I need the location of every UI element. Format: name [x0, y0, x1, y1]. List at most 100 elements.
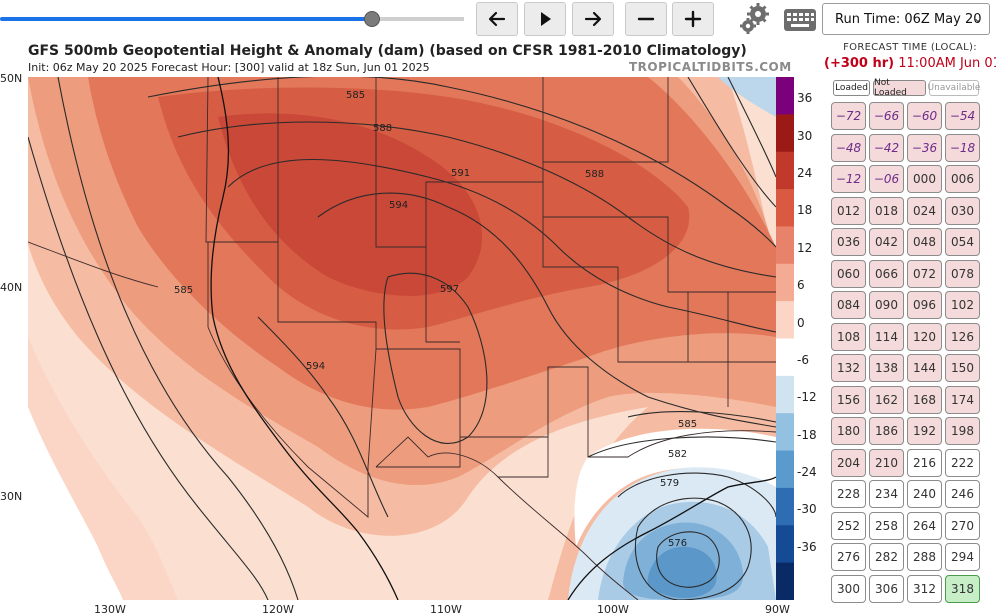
forecast-hour-button[interactable]: −72	[831, 102, 866, 130]
forecast-hour-button[interactable]: 096	[907, 291, 942, 319]
lon-label: 120W	[262, 603, 294, 616]
forecast-hour-button[interactable]: 138	[869, 354, 904, 382]
colorbar-swatch	[776, 77, 794, 115]
forecast-hour-button[interactable]: −36	[907, 133, 942, 162]
legend-loaded: Loaded	[833, 80, 870, 96]
forecast-hour-button[interactable]: 162	[869, 385, 904, 414]
forecast-hour-button[interactable]: 246	[945, 480, 980, 508]
forecast-hour-button[interactable]: 144	[907, 354, 942, 382]
forecast-hour-button[interactable]: 192	[907, 417, 942, 445]
colorbar-label: 24	[797, 166, 813, 181]
lat-label: 30N	[0, 490, 23, 503]
forecast-hour-button[interactable]: 102	[945, 291, 980, 319]
forecast-hour-button[interactable]: 210	[869, 448, 904, 477]
forecast-hour-button[interactable]: 252	[831, 511, 866, 540]
forecast-hour-button[interactable]: 036	[831, 228, 866, 256]
chevron-down-icon: ⌄	[972, 11, 983, 25]
run-time-value: Run Time: 06Z May 20	[835, 11, 982, 27]
run-time-select[interactable]: Run Time: 06Z May 20 ⌄	[822, 3, 990, 35]
zoom-out-button[interactable]	[625, 2, 667, 36]
forecast-hour-button[interactable]: 240	[907, 480, 942, 508]
next-frame-button[interactable]	[572, 2, 614, 36]
forecast-hour-button[interactable]: 030	[945, 196, 980, 225]
contour-label: 597	[440, 284, 459, 295]
forecast-hour-button[interactable]: 318	[945, 574, 980, 603]
arrow-left-icon	[488, 11, 506, 27]
forecast-hour-button[interactable]: 114	[869, 322, 904, 351]
forecast-hour-button[interactable]: 168	[907, 385, 942, 414]
forecast-hour-button[interactable]: 270	[945, 511, 980, 540]
colorbar-swatch	[776, 487, 794, 526]
minus-icon	[637, 17, 655, 21]
colorbar-swatch	[776, 114, 794, 153]
contour-label: 585	[678, 419, 697, 430]
forecast-hour-button[interactable]: 072	[907, 259, 942, 288]
colorbar-label: -36	[797, 539, 817, 554]
forecast-hour-button[interactable]: 234	[869, 480, 904, 508]
forecast-hour-button[interactable]: 084	[831, 291, 866, 319]
legend-unavailable: Unavailable	[928, 80, 980, 96]
forecast-hour-button[interactable]: 312	[907, 574, 942, 603]
forecast-hour-button[interactable]: 276	[831, 543, 866, 571]
colorbar-swatch	[776, 263, 794, 302]
forecast-hour-button[interactable]: 264	[907, 511, 942, 540]
zoom-in-button[interactable]	[672, 2, 714, 36]
forecast-hour-button[interactable]: 222	[945, 448, 980, 477]
forecast-hour-button[interactable]: −18	[945, 133, 980, 162]
forecast-hour-button[interactable]: 024	[907, 196, 942, 225]
play-button[interactable]	[524, 2, 566, 36]
colorbar-swatch	[776, 226, 794, 265]
forecast-hour-button[interactable]: 294	[945, 543, 980, 571]
forecast-hour-button[interactable]: 150	[945, 354, 980, 382]
forecast-hour-button[interactable]: 258	[869, 511, 904, 540]
forecast-hour-button[interactable]: 204	[831, 448, 866, 477]
forecast-hour-button[interactable]: 012	[831, 196, 866, 225]
forecast-hour-button[interactable]: 288	[907, 543, 942, 571]
forecast-hour-button[interactable]: −48	[831, 133, 866, 162]
forecast-hour-button[interactable]: −66	[869, 102, 904, 130]
forecast-hour-button[interactable]: 042	[869, 228, 904, 256]
prev-frame-button[interactable]	[476, 2, 518, 36]
forecast-hour-button[interactable]: 186	[869, 417, 904, 445]
colorbar-swatch	[776, 189, 794, 227]
forecast-hour-button[interactable]: 216	[907, 448, 942, 477]
forecast-hour-button[interactable]: 048	[907, 228, 942, 256]
forecast-hour-button[interactable]: 018	[869, 196, 904, 225]
forecast-hour-button[interactable]: 126	[945, 322, 980, 351]
forecast-hour-button[interactable]: 300	[831, 574, 866, 603]
forecast-hour-button[interactable]: 078	[945, 259, 980, 288]
colorbar-label: -12	[797, 390, 817, 405]
forecast-hour-button[interactable]: −60	[907, 102, 942, 130]
forecast-hour-button[interactable]: −06	[869, 165, 904, 193]
forecast-hour-button[interactable]: 198	[945, 417, 980, 445]
forecast-hour-button[interactable]: 054	[945, 228, 980, 256]
colorbar-swatch	[776, 413, 794, 452]
forecast-valid-time: 11:00AM Jun 01	[898, 56, 996, 71]
forecast-hour-button[interactable]: 120	[907, 322, 942, 351]
colorbar-label: 0	[797, 315, 805, 330]
forecast-hour-button[interactable]: 108	[831, 322, 866, 351]
forecast-hour-button[interactable]: 174	[945, 385, 980, 414]
forecast-hour-button[interactable]: 306	[869, 574, 904, 603]
forecast-hour-button[interactable]: 006	[945, 165, 980, 193]
colorbar-swatch	[776, 301, 794, 339]
gear-icon[interactable]	[738, 2, 772, 36]
forecast-hour-button[interactable]: 060	[831, 259, 866, 288]
forecast-hour-button[interactable]: 132	[831, 354, 866, 382]
contour-label: 588	[585, 169, 604, 180]
keyboard-icon[interactable]	[783, 7, 817, 33]
forecast-hour-button[interactable]: 228	[831, 480, 866, 508]
forecast-hour-button[interactable]: 156	[831, 385, 866, 414]
forecast-hour-button[interactable]: 090	[869, 291, 904, 319]
forecast-hour-button[interactable]: −54	[945, 102, 980, 130]
forecast-hour-button[interactable]: 066	[869, 259, 904, 288]
forecast-hour-button[interactable]: −12	[831, 165, 866, 193]
forecast-slider-thumb[interactable]	[364, 11, 380, 27]
map-title: GFS 500mb Geopotential Height & Anomaly …	[28, 43, 747, 59]
forecast-hour-button[interactable]: −42	[869, 133, 904, 162]
forecast-hour-button[interactable]: 282	[869, 543, 904, 571]
colorbar-label: 12	[797, 240, 813, 255]
forecast-hour-button[interactable]: 000	[907, 165, 942, 193]
forecast-slider-track[interactable]	[0, 17, 464, 21]
forecast-hour-button[interactable]: 180	[831, 417, 866, 445]
